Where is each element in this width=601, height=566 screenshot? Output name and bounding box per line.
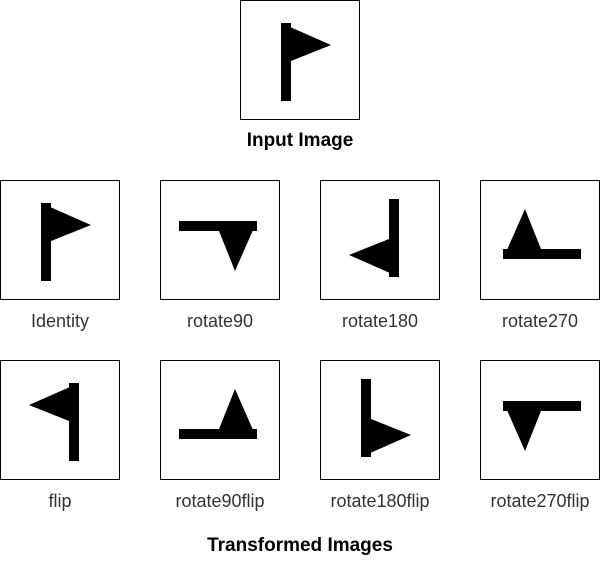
transformed-images-heading: Transformed Images <box>207 535 393 556</box>
transformed-image-rotate270flip <box>480 360 600 480</box>
transformed-image-rotate90flip <box>160 360 280 480</box>
transform-label: rotate270 <box>501 311 579 331</box>
transform-label: Identity <box>30 311 90 331</box>
transformed-image-rotate270 <box>480 180 600 300</box>
transformed-image-flip <box>0 360 120 480</box>
transform-label: rotate90flip <box>175 491 265 511</box>
flag-icon <box>179 389 257 439</box>
flag-icon <box>349 199 399 277</box>
transformed-image-identity <box>0 180 120 300</box>
input-image-heading: Input Image <box>246 130 354 151</box>
flag-icon <box>503 209 581 259</box>
flag-icon <box>503 401 581 451</box>
transformed-image-rotate180 <box>320 180 440 300</box>
flag-icon <box>29 383 79 461</box>
flag-icon <box>41 203 91 281</box>
transform-label: rotate180flip <box>330 491 430 511</box>
transformed-image-rotate180flip <box>320 360 440 480</box>
transform-label: rotate270flip <box>490 491 590 511</box>
transform-label: rotate90 <box>186 311 254 331</box>
flag-icon <box>179 221 257 271</box>
flag-icon <box>361 379 411 457</box>
transformed-image-rotate90 <box>160 180 280 300</box>
flag-icon <box>281 23 331 101</box>
input-image-box <box>240 0 360 120</box>
transform-label: flip <box>48 491 72 511</box>
transform-label: rotate180 <box>341 311 419 331</box>
